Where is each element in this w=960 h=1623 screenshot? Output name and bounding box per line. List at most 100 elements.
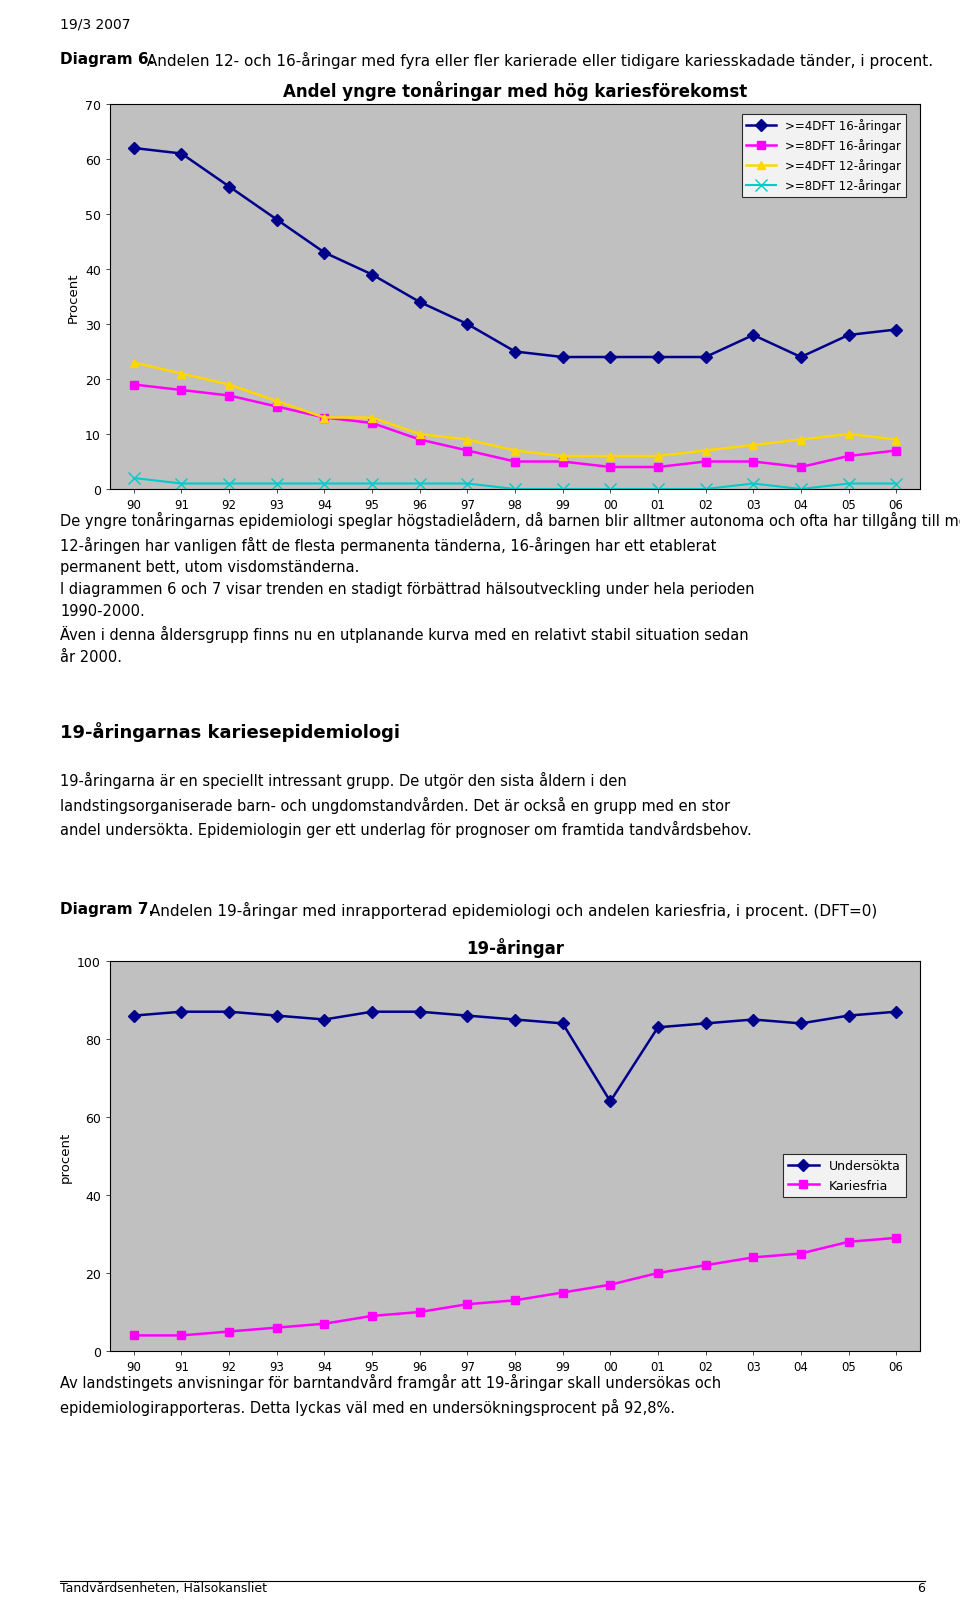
>=8DFT 12-åringar (271, 474, 282, 493)
Kariesfria (891, 1229, 902, 1248)
Undersökta (128, 1006, 139, 1026)
>=4DFT 16-åringar (843, 326, 854, 346)
Y-axis label: Procent: Procent (66, 273, 80, 323)
>=8DFT 16-åringar (891, 441, 902, 461)
Undersökta (271, 1006, 282, 1026)
>=4DFT 12-åringar (462, 430, 473, 450)
>=8DFT 16-åringar (700, 453, 711, 472)
>=8DFT 16-åringar (224, 386, 235, 406)
Line: >=4DFT 16-åringar: >=4DFT 16-åringar (130, 144, 900, 362)
Undersökta (367, 1003, 378, 1022)
>=8DFT 16-åringar (128, 375, 139, 394)
>=4DFT 16-åringar (367, 266, 378, 286)
>=4DFT 12-åringar (605, 446, 616, 466)
Undersökta (509, 1010, 520, 1029)
>=4DFT 16-åringar (700, 347, 711, 367)
>=8DFT 12-åringar (795, 480, 806, 500)
Undersökta (700, 1014, 711, 1034)
Undersökta (843, 1006, 854, 1026)
Title: Andel yngre tonåringar med hög kariesförekomst: Andel yngre tonåringar med hög kariesför… (283, 81, 747, 101)
Undersökta (748, 1010, 759, 1029)
>=8DFT 12-åringar (748, 474, 759, 493)
Text: Av landstingets anvisningar för barntandvård framgår att 19-åringar skall unders: Av landstingets anvisningar för barntand… (60, 1373, 721, 1415)
>=4DFT 16-åringar (891, 321, 902, 341)
>=4DFT 12-åringar (319, 409, 330, 428)
Line: Kariesfria: Kariesfria (130, 1233, 900, 1339)
Text: 19-åringarnas kariesepidemiologi: 19-åringarnas kariesepidemiologi (60, 722, 400, 742)
>=4DFT 16-åringar (128, 140, 139, 159)
Line: Undersökta: Undersökta (130, 1008, 900, 1105)
Text: Andelen 19-åringar med inrapporterad epidemiologi och andelen kariesfria, i proc: Andelen 19-åringar med inrapporterad epi… (145, 901, 877, 919)
>=8DFT 12-åringar (414, 474, 425, 493)
Kariesfria (319, 1315, 330, 1334)
Text: Tandvårdsenheten, Hälsokansliet: Tandvårdsenheten, Hälsokansliet (60, 1581, 267, 1594)
>=4DFT 16-åringar (414, 294, 425, 313)
Kariesfria (605, 1276, 616, 1295)
>=8DFT 16-åringar (843, 446, 854, 466)
Kariesfria (462, 1295, 473, 1315)
>=8DFT 12-åringar (891, 474, 902, 493)
Kariesfria (367, 1307, 378, 1326)
>=4DFT 16-åringar (509, 342, 520, 362)
Text: Diagram 7.: Diagram 7. (60, 901, 155, 917)
Undersökta (891, 1003, 902, 1022)
>=8DFT 16-åringar (795, 458, 806, 477)
>=4DFT 12-åringar (367, 409, 378, 428)
>=8DFT 16-åringar (509, 453, 520, 472)
>=8DFT 16-åringar (462, 441, 473, 461)
Kariesfria (176, 1326, 187, 1345)
>=8DFT 12-åringar (557, 480, 568, 500)
>=4DFT 12-åringar (795, 430, 806, 450)
>=4DFT 16-åringar (748, 326, 759, 346)
>=4DFT 12-åringar (652, 446, 663, 466)
>=4DFT 12-åringar (891, 430, 902, 450)
>=4DFT 12-åringar (128, 354, 139, 373)
Undersökta (462, 1006, 473, 1026)
Kariesfria (271, 1318, 282, 1337)
Kariesfria (748, 1248, 759, 1268)
>=8DFT 12-åringar (319, 474, 330, 493)
>=4DFT 16-åringar (652, 347, 663, 367)
>=8DFT 16-åringar (605, 458, 616, 477)
>=4DFT 12-åringar (509, 441, 520, 461)
Undersökta (414, 1003, 425, 1022)
Text: 19/3 2007: 19/3 2007 (60, 18, 131, 32)
>=8DFT 16-åringar (176, 381, 187, 401)
>=4DFT 12-åringar (271, 393, 282, 412)
>=4DFT 16-åringar (557, 347, 568, 367)
>=8DFT 12-åringar (509, 480, 520, 500)
Undersökta (557, 1014, 568, 1034)
>=4DFT 12-åringar (224, 375, 235, 394)
Kariesfria (128, 1326, 139, 1345)
>=4DFT 12-åringar (557, 446, 568, 466)
Kariesfria (700, 1256, 711, 1276)
>=4DFT 12-åringar (700, 441, 711, 461)
Legend: Undersökta, Kariesfria: Undersökta, Kariesfria (782, 1154, 905, 1196)
Kariesfria (843, 1232, 854, 1251)
Kariesfria (795, 1243, 806, 1263)
Text: De yngre tonåringarnas epidemiologi speglar högstadielådern, då barnen blir allt: De yngre tonåringarnas epidemiologi speg… (60, 511, 960, 664)
Line: >=4DFT 12-åringar: >=4DFT 12-åringar (130, 359, 900, 461)
Line: >=8DFT 12-åringar: >=8DFT 12-åringar (129, 474, 901, 495)
Kariesfria (557, 1282, 568, 1302)
Text: Diagram 6.: Diagram 6. (60, 52, 155, 67)
>=8DFT 12-åringar (843, 474, 854, 493)
Undersökta (795, 1014, 806, 1034)
>=8DFT 16-åringar (414, 430, 425, 450)
>=8DFT 16-åringar (319, 409, 330, 428)
>=4DFT 16-åringar (224, 177, 235, 196)
>=8DFT 12-åringar (128, 469, 139, 489)
Kariesfria (224, 1323, 235, 1342)
Kariesfria (414, 1302, 425, 1321)
Y-axis label: procent: procent (59, 1131, 72, 1182)
Undersökta (224, 1003, 235, 1022)
>=8DFT 12-åringar (462, 474, 473, 493)
Undersökta (176, 1003, 187, 1022)
>=4DFT 16-åringar (271, 211, 282, 230)
>=8DFT 16-åringar (271, 398, 282, 417)
>=8DFT 16-åringar (557, 453, 568, 472)
>=4DFT 12-åringar (843, 425, 854, 445)
>=8DFT 16-åringar (652, 458, 663, 477)
>=8DFT 12-åringar (224, 474, 235, 493)
>=8DFT 16-åringar (367, 414, 378, 433)
